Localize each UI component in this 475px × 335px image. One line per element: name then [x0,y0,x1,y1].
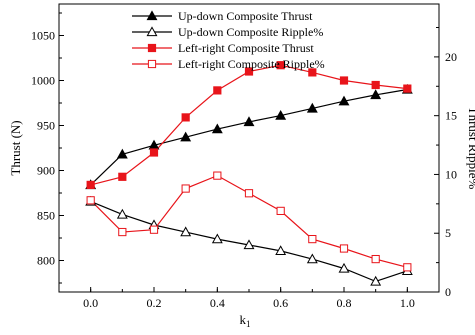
y-tick-label: 850 [37,209,55,223]
data-point [180,131,192,142]
data-point [213,171,222,180]
data-point [244,67,254,76]
data-point [181,113,190,122]
y2-axis-title: Thrust Ripple% [466,107,475,190]
data-point [244,189,254,198]
legend-label: Up-down Composite Ripple% [178,25,323,39]
data-point [306,102,318,113]
data-point [339,244,349,253]
y-tick-label: 1050 [31,29,55,43]
data-point [149,225,159,234]
x-tick-label: 0.2 [147,296,162,310]
data-point [211,233,223,244]
y2-tick-label: 15 [445,109,457,123]
data-point [308,68,317,77]
data-point [338,95,350,106]
data-point [243,239,255,250]
legend-marker [146,26,158,37]
data-point [181,184,190,193]
data-point [338,262,350,273]
data-point [276,206,285,215]
x-tick-label: 0.4 [210,296,225,310]
y-tick-label: 950 [37,119,55,133]
data-point [118,172,127,181]
y-tick-label: 900 [37,164,55,178]
data-point [370,89,382,100]
data-point [116,148,128,159]
x-axis-title-sub: 1 [246,319,251,329]
legend-marker [146,10,158,21]
y2-tick-label: 0 [445,285,451,299]
x-tick-label: 0.8 [337,296,352,310]
data-point [116,208,128,219]
data-point [306,253,318,264]
data-point [243,116,255,127]
data-point [86,180,95,190]
y2-tick-label: 5 [445,226,451,240]
data-point [370,275,382,286]
x-tick-label: 0.6 [273,296,288,310]
y-tick-label: 800 [37,254,55,268]
data-point [275,109,287,120]
data-point [339,76,349,85]
data-point [371,80,380,90]
data-point [149,148,159,157]
data-point [403,263,412,272]
legend-label: Up-down Composite Thrust [178,9,313,23]
series-line [90,88,408,186]
data-point [211,123,223,134]
y2-tick-label: 10 [445,167,457,181]
legend-label: Left-right Composite Thrust [178,41,314,55]
legend: Up-down Composite Thrust Up-down Composit… [132,9,325,71]
data-point [213,86,222,95]
data-point [403,84,412,93]
data-point [86,196,95,205]
x-axis-title-main: k [240,312,247,327]
y-axis-title: Thrust (N) [8,120,23,175]
data-point [308,235,317,244]
y-tick-label: 1000 [31,74,55,88]
x-axis-title: k1 [240,312,251,329]
data-point [118,227,127,237]
legend-marker [147,59,157,69]
legend-label: Left-right Composite Ripple% [178,57,325,71]
legend-marker [147,43,157,53]
x-tick-label: 0.0 [83,296,98,310]
data-point [275,245,287,256]
x-tick-label: 1.0 [400,296,415,310]
data-point [180,226,192,237]
data-point [371,254,380,264]
data-point [276,61,285,70]
y2-tick-label: 20 [445,50,457,64]
